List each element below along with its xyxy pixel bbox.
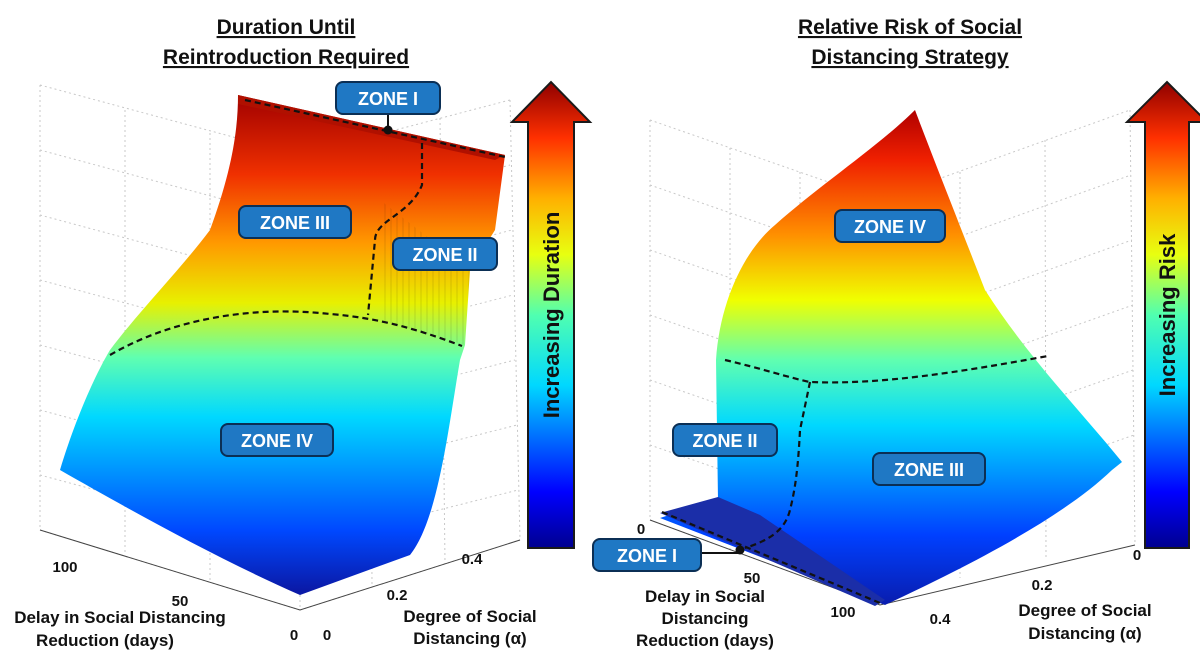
svg-text:ZONE I: ZONE I bbox=[358, 89, 418, 109]
left-alpha-tick-0.2: 0.2 bbox=[387, 587, 408, 604]
svg-text:ZONE IV: ZONE IV bbox=[854, 217, 926, 237]
left-chart: Duration Until Reintroduction Required Z… bbox=[14, 16, 593, 650]
right-delay-label-line2: Distancing bbox=[662, 609, 749, 628]
left-title-line2: Reintroduction Required bbox=[163, 46, 409, 69]
left-delay-tick-100: 100 bbox=[52, 559, 77, 576]
left-delay-tick-0: 0 bbox=[290, 627, 298, 644]
right-delay-tick-100: 100 bbox=[830, 604, 855, 621]
right-colorbar: Increasing Risk bbox=[1124, 80, 1200, 549]
right-delay-tick-0: 0 bbox=[637, 521, 645, 538]
right-alpha-tick-0.2: 0.2 bbox=[1032, 577, 1053, 594]
left-zone1-marker bbox=[383, 125, 393, 135]
left-colorbar-arrow bbox=[509, 80, 593, 549]
right-zone-III: ZONE III bbox=[872, 452, 986, 486]
left-surface-shading bbox=[380, 200, 470, 345]
right-zone-IV: ZONE IV bbox=[834, 209, 946, 243]
svg-text:ZONE III: ZONE III bbox=[260, 213, 330, 233]
right-alpha-label-line1: Degree of Social bbox=[1018, 601, 1151, 620]
left-zone-II: ZONE II bbox=[392, 237, 498, 271]
left-boundary-1 bbox=[244, 98, 506, 159]
left-delay-label-line1: Delay in Social Distancing bbox=[14, 608, 226, 627]
right-boundary-2 bbox=[744, 381, 812, 550]
right-alpha-label-line2: Distancing (α) bbox=[1028, 624, 1141, 643]
left-boundary-3 bbox=[109, 310, 463, 356]
right-delay-label-line1: Delay in Social bbox=[645, 587, 765, 606]
left-alpha-tick-0.4: 0.4 bbox=[462, 551, 484, 568]
left-alpha-tick-0: 0 bbox=[323, 627, 331, 644]
left-colorbar-label: Increasing Duration bbox=[539, 212, 564, 419]
left-alpha-label-line2: Distancing (α) bbox=[413, 629, 526, 648]
right-zone-II: ZONE II bbox=[672, 423, 778, 457]
svg-text:ZONE III: ZONE III bbox=[894, 460, 964, 480]
svg-text:ZONE II: ZONE II bbox=[412, 245, 477, 265]
left-alpha-label-line1: Degree of Social bbox=[403, 607, 536, 626]
left-boundary-2 bbox=[366, 143, 424, 316]
left-zone-III: ZONE III bbox=[238, 205, 352, 239]
right-alpha-tick-0: 0 bbox=[1133, 547, 1141, 564]
right-colorbar-label: Increasing Risk bbox=[1155, 233, 1180, 396]
right-surface bbox=[660, 110, 1122, 605]
right-title-line1: Relative Risk of Social bbox=[798, 16, 1022, 39]
left-colorbar: Increasing Duration bbox=[509, 80, 593, 549]
svg-text:ZONE II: ZONE II bbox=[692, 431, 757, 451]
left-delay-tick-50: 50 bbox=[172, 593, 189, 610]
left-surface bbox=[60, 95, 505, 595]
left-zone-IV: ZONE IV bbox=[220, 423, 334, 457]
right-boundary-1 bbox=[724, 354, 1049, 384]
left-zone-I: ZONE I bbox=[335, 81, 441, 115]
right-alpha-tick-0.4: 0.4 bbox=[930, 611, 952, 628]
right-chart: Relative Risk of Social Distancing Strat… bbox=[592, 16, 1200, 650]
left-top-edge bbox=[238, 95, 505, 160]
svg-text:ZONE I: ZONE I bbox=[617, 546, 677, 566]
right-delay-tick-50: 50 bbox=[744, 570, 761, 587]
left-title-line1: Duration Until bbox=[217, 16, 356, 39]
right-flat-region bbox=[660, 497, 885, 606]
right-delay-label-line3: Reduction (days) bbox=[636, 631, 774, 650]
left-delay-label-line2: Reduction (days) bbox=[36, 631, 174, 650]
right-colorbar-arrow bbox=[1124, 80, 1200, 549]
right-zone-I: ZONE I bbox=[592, 538, 702, 572]
right-title-line2: Distancing Strategy bbox=[811, 46, 1009, 69]
svg-text:ZONE IV: ZONE IV bbox=[241, 431, 313, 451]
